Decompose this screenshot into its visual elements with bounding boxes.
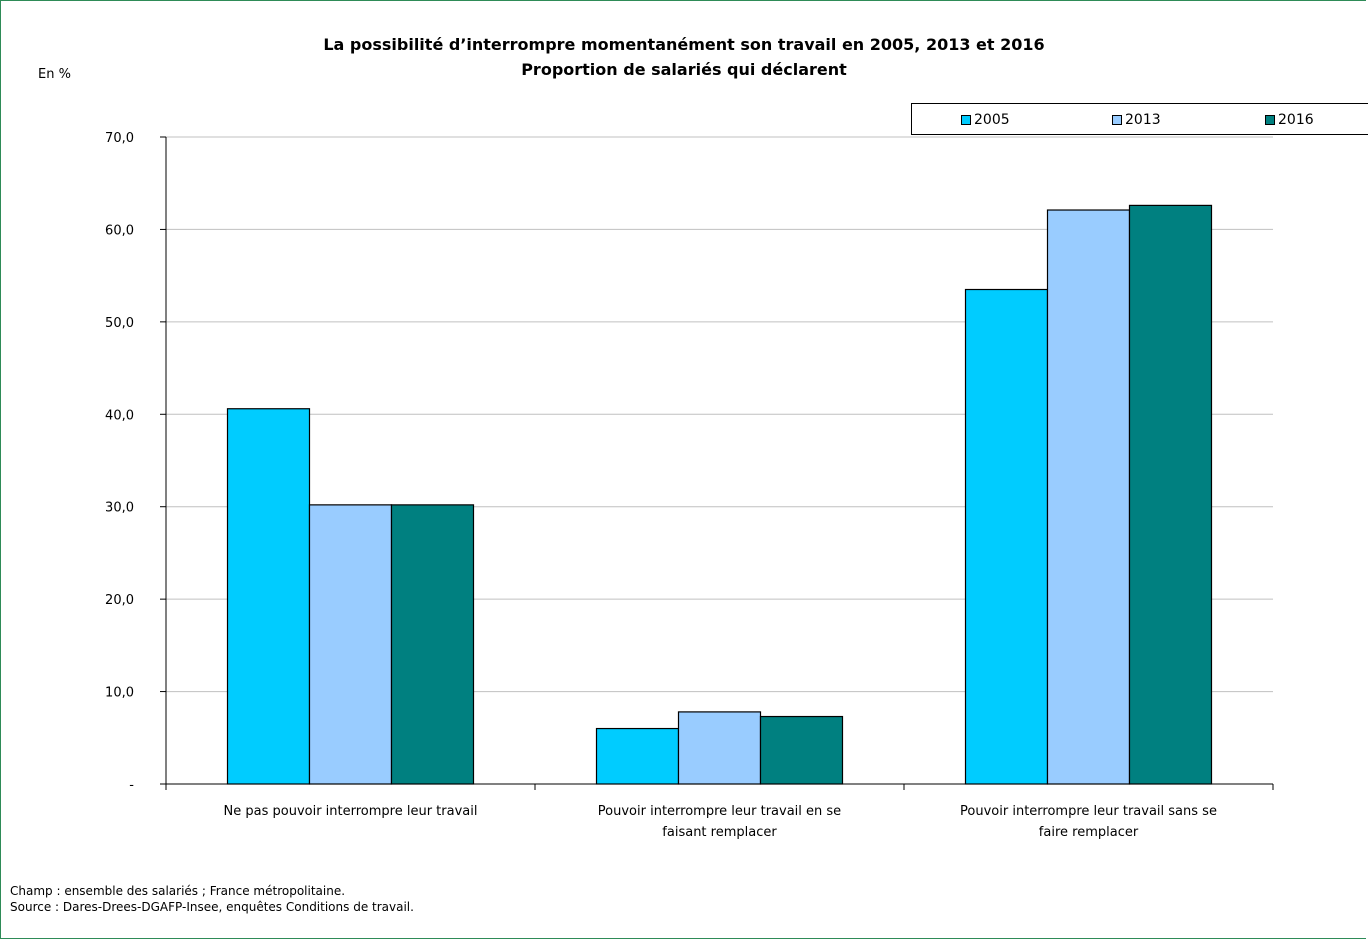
legend-label-2016: 2016 [1278, 112, 1314, 128]
chart-title: La possibilité d’interrompre momentanéme… [323, 35, 1045, 54]
y-tick-label-5: 50,0 [105, 316, 134, 331]
source-note: Source : Dares-Drees-DGAFP-Insee, enquêt… [10, 900, 414, 914]
y-tick-label-1: 10,0 [105, 686, 134, 701]
y-tick-label-2: 20,0 [105, 593, 134, 608]
bar-2016-cat2 [1128, 204, 1213, 785]
legend-item-2005: 2005 [961, 112, 1010, 128]
y-tick-label-7: 70,0 [105, 131, 134, 146]
legend-label-2013: 2013 [1125, 112, 1161, 128]
bar-2016-cat1 [759, 715, 844, 785]
x-category-label-2-line0: Pouvoir interrompre leur travail sans se [960, 804, 1217, 819]
x-category-label-1-line1: faisant remplacer [662, 825, 777, 840]
x-category-label-1-line0: Pouvoir interrompre leur travail en se [598, 804, 841, 819]
y-tick-label-4: 40,0 [105, 408, 134, 423]
legend-item-2016: 2016 [1265, 112, 1314, 128]
y-tick-label-6: 60,0 [105, 223, 134, 238]
chart-subtitle: Proportion de salariés qui déclarent [521, 60, 847, 79]
bar-2013-cat0 [308, 504, 393, 785]
champ-note: Champ : ensemble des salariés ; France m… [10, 884, 346, 898]
y-tick-label-0: - [129, 778, 134, 793]
legend-item-2013: 2013 [1112, 112, 1161, 128]
chart-legend: 2005 2013 2016 [911, 103, 1368, 135]
x-category-label-0-line0: Ne pas pouvoir interrompre leur travail [224, 804, 478, 819]
bar-2005-cat2 [964, 288, 1049, 785]
legend-label-2005: 2005 [974, 112, 1010, 128]
bar-2013-cat2 [1046, 209, 1131, 785]
y-tick-label-3: 30,0 [105, 501, 134, 516]
legend-swatch-2005 [961, 115, 971, 125]
y-axis-unit-label: En % [38, 67, 71, 82]
legend-swatch-2013 [1112, 115, 1122, 125]
x-category-label-2-line1: faire remplacer [1039, 825, 1139, 840]
legend-swatch-2016 [1265, 115, 1275, 125]
bar-2005-cat0 [226, 408, 311, 785]
bar-2013-cat1 [677, 711, 762, 785]
bar-2005-cat1 [595, 727, 680, 785]
bar-2016-cat0 [390, 504, 475, 785]
